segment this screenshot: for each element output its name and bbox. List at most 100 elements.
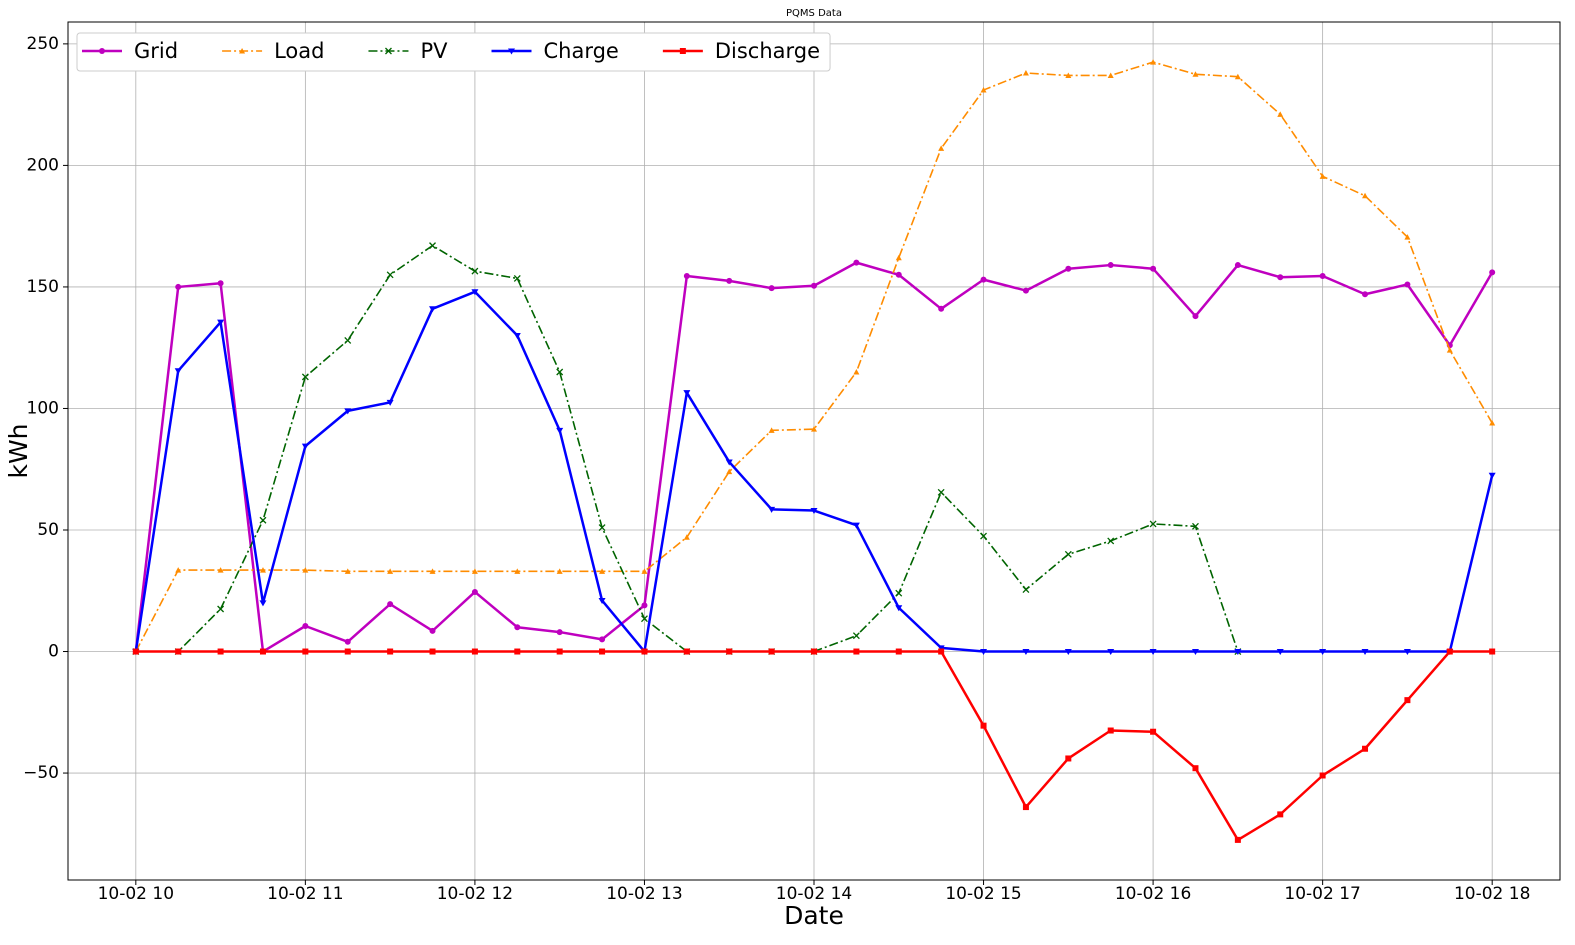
marker [301,443,309,450]
marker [1489,269,1496,276]
x-tick-label: 10-02 15 [945,884,1021,904]
marker [387,568,394,574]
marker [556,629,563,636]
marker [641,568,648,574]
marker [938,145,945,151]
marker [175,283,182,290]
marker [259,567,266,573]
marker [385,47,392,55]
marker [1065,755,1072,762]
x-tick-label: 10-02 14 [776,884,852,904]
marker [980,722,987,729]
marker [386,399,394,406]
marker [387,648,394,655]
marker [1107,262,1114,269]
marker [1022,804,1029,811]
legend-label: Charge [544,39,619,63]
marker [514,568,521,574]
marker [599,568,606,574]
marker [1149,649,1157,656]
marker [471,289,479,296]
marker [1488,472,1496,479]
marker [980,87,987,93]
marker [1404,234,1411,240]
marker [895,589,903,597]
marker [853,369,860,375]
marker [1489,420,1496,426]
legend-label: Grid [134,39,178,63]
marker [1022,586,1030,594]
marker [429,627,436,634]
marker [1149,520,1157,528]
marker [217,567,224,573]
y-tick-label: 50 [37,520,59,540]
marker [387,601,394,608]
marker [683,534,690,540]
marker [1404,697,1411,704]
marker [429,306,437,313]
marker [768,427,775,433]
marker [1361,649,1369,656]
marker [1022,70,1029,76]
y-tick-label: 200 [27,155,59,175]
marker [1192,313,1199,320]
marker [640,615,648,623]
marker [1277,811,1284,818]
marker [471,267,479,275]
marker [302,648,309,655]
marker [1362,192,1369,199]
marker [1277,274,1284,281]
marker [980,649,988,656]
marker [726,468,733,475]
marker [1319,173,1326,179]
marker [810,508,818,515]
marker [1446,347,1453,353]
marker [1022,649,1030,656]
marker [217,280,224,287]
marker [556,648,563,655]
marker [1022,287,1029,294]
marker [514,648,521,655]
marker [853,648,860,655]
plot-frame [67,21,1561,881]
marker [556,427,564,434]
marker [1192,71,1199,77]
marker [1150,59,1157,65]
marker [471,588,478,595]
marker [1234,836,1241,843]
marker [1277,111,1284,117]
marker [344,336,352,344]
marker [1150,265,1157,272]
legend-label: PV [420,39,448,63]
x-tick-label: 10-02 12 [437,884,513,904]
legend-label: Load [274,39,324,63]
marker [852,522,860,529]
marker [1107,727,1114,734]
marker [217,319,225,326]
legend-box [76,32,831,72]
marker [683,272,690,279]
marker [599,648,606,655]
marker [726,648,733,655]
marker [768,648,775,655]
marker [1489,648,1496,655]
marker [641,602,648,609]
marker [175,648,182,655]
legend: Grid Load PV Charge Discharge [76,32,831,72]
marker [1404,281,1411,288]
marker [1065,265,1072,272]
marker [683,390,691,397]
y-tick-label: 150 [27,277,59,297]
marker [471,568,478,574]
marker [937,488,945,496]
marker [259,648,266,655]
chart-title: PQMS Data [786,8,842,19]
marker [259,600,267,607]
marker [386,271,394,279]
marker [598,524,606,532]
marker [1192,765,1199,772]
marker [344,648,351,655]
marker [895,271,902,278]
marker [513,333,521,340]
